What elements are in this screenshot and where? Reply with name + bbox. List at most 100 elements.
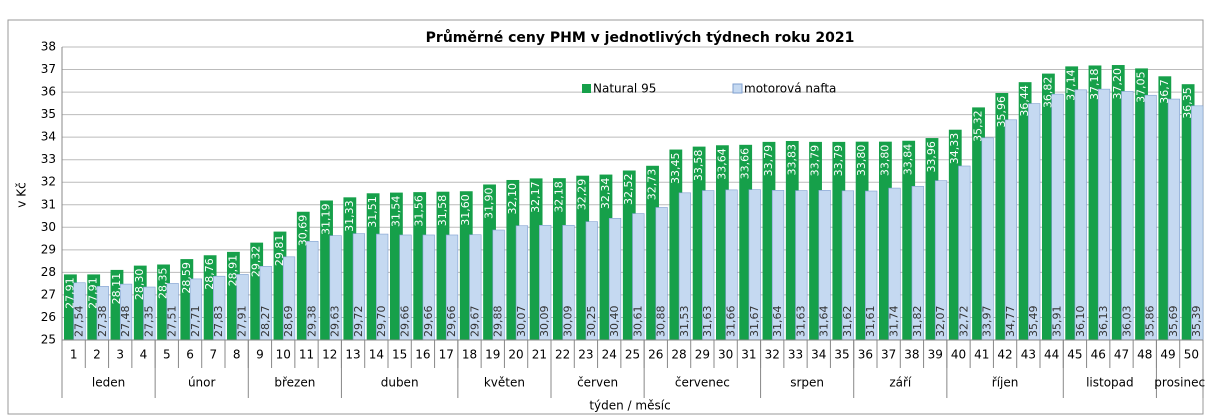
data-label: 33,79	[762, 145, 775, 177]
data-label: 31,64	[818, 306, 831, 338]
x-tick-label: 39	[928, 348, 943, 362]
x-tick-label: 41	[974, 348, 989, 362]
group-label: duben	[381, 376, 419, 390]
y-tick-label: 28	[41, 265, 56, 279]
data-label: 27,91	[235, 306, 248, 338]
x-tick-label: 8	[233, 348, 241, 362]
group-label: únor	[188, 376, 216, 390]
y-tick-label: 38	[41, 40, 56, 54]
y-tick-label: 32	[41, 175, 56, 189]
x-tick-label: 6	[186, 348, 194, 362]
data-label: 36,13	[1097, 306, 1110, 338]
x-tick-label: 50	[1184, 348, 1199, 362]
data-label: 29,63	[329, 306, 342, 338]
x-tick-label: 18	[462, 348, 477, 362]
x-tick-label: 30	[718, 348, 733, 362]
legend-label: motorová nafta	[744, 82, 836, 96]
data-label: 33,64	[715, 148, 728, 180]
data-label: 33,79	[809, 145, 822, 177]
group-label: listopad	[1086, 376, 1134, 390]
data-label: 31,90	[483, 187, 496, 219]
y-tick-label: 31	[41, 197, 56, 211]
group-label: prosinec	[1154, 376, 1205, 390]
data-label: 27,48	[119, 306, 132, 338]
data-label: 33,96	[925, 141, 938, 173]
x-tick-label: 44	[1044, 348, 1059, 362]
x-tick-label: 47	[1114, 348, 1129, 362]
x-tick-label: 19	[485, 348, 500, 362]
data-label: 27,91	[87, 277, 100, 309]
data-label: 29,72	[352, 306, 365, 338]
data-label: 31,58	[436, 195, 449, 227]
legend-swatch	[732, 83, 743, 94]
group-label: říjen	[992, 376, 1019, 390]
data-label: 31,61	[864, 306, 877, 338]
bar	[1051, 93, 1064, 341]
data-label: 29,32	[250, 246, 263, 278]
data-label: 28,59	[180, 262, 193, 294]
data-label: 31,51	[366, 196, 379, 228]
data-label: 30,88	[655, 306, 668, 338]
data-label: 33,84	[902, 144, 915, 176]
bar	[1097, 88, 1111, 341]
group-label: červenec	[675, 376, 730, 390]
y-tick-label: 30	[41, 220, 56, 234]
data-label: 29,70	[375, 306, 388, 338]
bar	[1144, 94, 1157, 341]
data-label: 31,82	[911, 306, 924, 338]
data-label: 28,76	[203, 258, 216, 290]
data-label: 31,62	[841, 306, 854, 338]
group-label: červen	[577, 376, 618, 390]
data-label: 28,30	[133, 269, 146, 301]
data-label: 29,66	[422, 306, 435, 338]
data-label: 27,54	[72, 306, 85, 338]
data-label: 31,63	[794, 306, 807, 338]
legend-swatch	[582, 84, 591, 93]
x-tick-label: 25	[625, 348, 640, 362]
data-label: 30,69	[296, 215, 309, 247]
x-tick-label: 21	[532, 348, 547, 362]
data-label: 27,71	[189, 306, 202, 338]
data-label: 30,25	[585, 306, 598, 338]
data-label: 33,45	[669, 153, 682, 185]
chart-title: Průměrné ceny PHM v jednotlivých týdnech…	[426, 29, 855, 46]
x-tick-label: 2	[93, 348, 101, 362]
data-label: 36,7	[1158, 79, 1171, 104]
data-label: 35,91	[1050, 306, 1063, 338]
x-tick-label: 40	[951, 348, 966, 362]
x-tick-label: 12	[322, 348, 337, 362]
x-tick-label: 28	[671, 348, 686, 362]
data-label: 30,61	[631, 306, 644, 338]
data-label: 29,67	[468, 306, 481, 338]
data-label: 35,69	[1167, 306, 1180, 338]
data-label: 28,11	[110, 273, 123, 305]
x-tick-label: 37	[881, 348, 896, 362]
y-tick-label: 34	[41, 130, 56, 144]
data-label: 35,49	[1027, 306, 1040, 338]
data-label: 32,07	[934, 306, 947, 338]
y-tick-label: 27	[41, 287, 56, 301]
data-label: 31,74	[887, 306, 900, 338]
group-label: březen	[274, 376, 315, 390]
data-label: 35,39	[1190, 306, 1203, 338]
group-label: srpen	[790, 376, 824, 390]
x-tick-label: 32	[765, 348, 780, 362]
data-label: 37,18	[1088, 68, 1101, 100]
x-tick-label: 13	[345, 348, 360, 362]
data-label: 32,17	[529, 181, 542, 213]
bar	[1191, 105, 1204, 341]
data-label: 29,66	[398, 306, 411, 338]
x-tick-label: 48	[1137, 348, 1152, 362]
x-tick-label: 3	[116, 348, 124, 362]
x-tick-label: 34	[811, 348, 826, 362]
x-tick-label: 20	[508, 348, 523, 362]
x-tick-label: 11	[299, 348, 314, 362]
data-label: 31,54	[389, 196, 402, 228]
data-label: 35,32	[972, 110, 985, 142]
x-tick-label: 36	[858, 348, 873, 362]
x-tick-label: 7	[210, 348, 218, 362]
data-label: 31,60	[459, 194, 472, 226]
data-label: 31,19	[320, 203, 333, 235]
x-tick-label: 29	[695, 348, 710, 362]
